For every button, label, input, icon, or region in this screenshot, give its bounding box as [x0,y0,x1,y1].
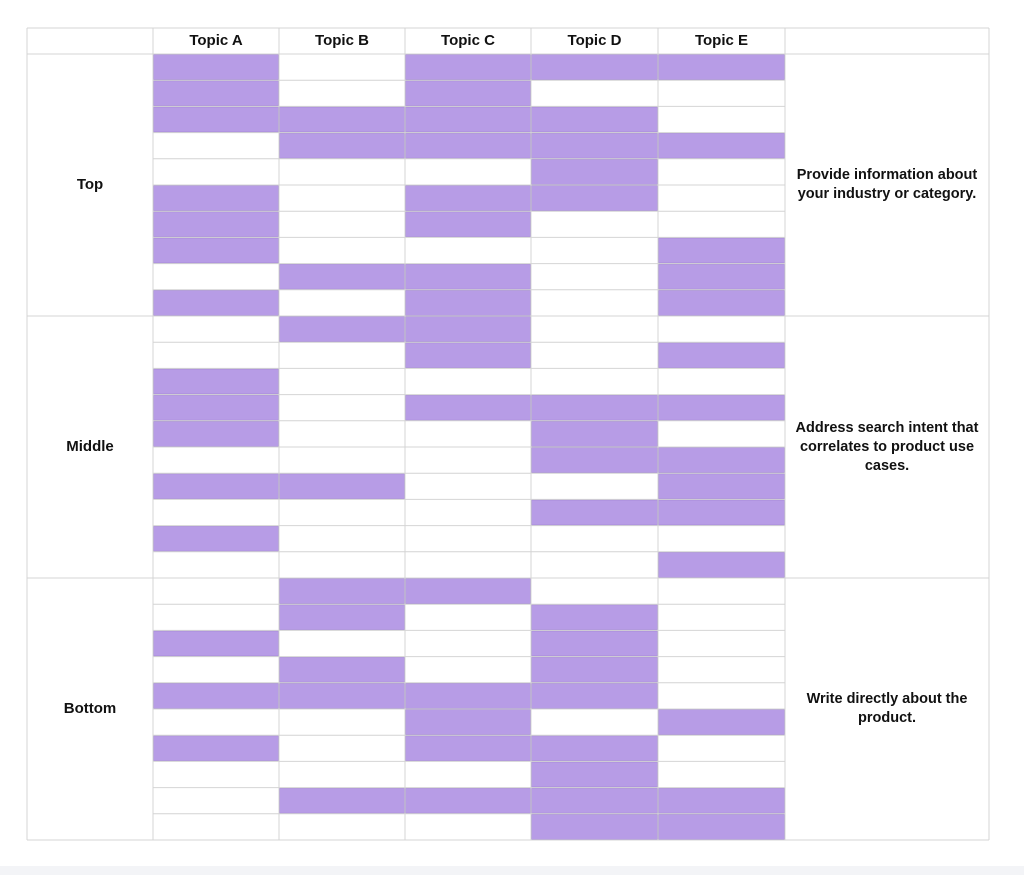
column-header: Topic E [694,32,749,49]
filled-cell [658,709,785,736]
filled-cell [531,630,658,657]
filled-cell [153,54,279,81]
filled-cell [153,682,279,709]
filled-cell [153,368,279,395]
filled-cell [658,551,785,578]
filled-cell [405,735,531,762]
filled-cell [531,682,658,709]
filled-cell [658,787,785,814]
filled-cell [279,316,405,343]
filled-cell [531,604,658,631]
filled-cell [405,263,531,290]
filled-cell [279,473,405,500]
filled-cell [279,604,405,631]
filled-cell [153,237,279,264]
filled-cell [153,525,279,552]
stage-description: Write directly about the product. [806,691,968,726]
filled-cell [405,578,531,605]
filled-cell [531,656,658,683]
filled-cell [531,447,658,474]
filled-cell [153,735,279,762]
filled-cell [531,185,658,212]
filled-cell [405,316,531,343]
filled-cell [405,185,531,212]
filled-cell [405,211,531,238]
filled-cell [658,447,785,474]
column-header: Topic C [441,32,495,49]
filled-cell [658,263,785,290]
filled-cell [279,578,405,605]
filled-cell [405,394,531,421]
filled-cell [405,342,531,369]
filled-cell [405,80,531,107]
filled-cell [153,211,279,238]
filled-cell [531,54,658,81]
filled-cell [153,394,279,421]
filled-cell [658,473,785,500]
filled-cell [531,761,658,788]
filled-cell [405,709,531,736]
stage-label: Top [76,176,104,193]
filled-cell [279,656,405,683]
filled-cell [279,106,405,133]
filled-cell [531,787,658,814]
filled-cell [279,263,405,290]
stage-description: Address search intent that correlates to… [795,419,979,474]
stage-label: Middle [66,438,114,455]
filled-cell [153,80,279,107]
stage-description: Provide information about your industry … [796,167,978,202]
filled-cell [658,289,785,316]
stage-label: Bottom [63,700,117,717]
filled-cell [531,106,658,133]
filled-cell [153,289,279,316]
filled-cell [153,106,279,133]
filled-cell [405,787,531,814]
filled-cell [153,473,279,500]
filled-cell [658,237,785,264]
filled-cell [153,420,279,447]
filled-cell [405,682,531,709]
filled-cell [405,132,531,159]
filled-cell [405,289,531,316]
filled-cell [658,54,785,81]
filled-cell [531,499,658,526]
filled-cell [658,813,785,840]
filled-cell [405,54,531,81]
filled-cell [531,158,658,186]
filled-cell [531,394,658,421]
filled-cell [658,499,785,526]
filled-cell [531,132,658,159]
column-header: Topic D [567,32,622,49]
column-header: Topic A [189,32,243,49]
filled-cell [405,106,531,133]
filled-cell [658,132,785,159]
filled-cell [279,682,405,709]
filled-cell [153,630,279,657]
filled-cell [531,735,658,762]
filled-cell [658,342,785,369]
filled-cell [531,813,658,840]
column-header: Topic B [315,32,369,49]
filled-cell [279,787,405,814]
filled-cell [153,185,279,212]
filled-cell [658,394,785,421]
filled-cell [531,420,658,447]
filled-cell [279,132,405,159]
